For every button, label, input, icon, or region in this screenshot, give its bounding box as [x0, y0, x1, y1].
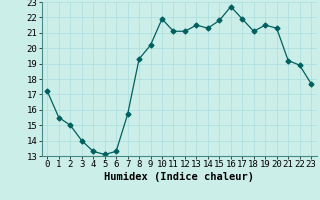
- X-axis label: Humidex (Indice chaleur): Humidex (Indice chaleur): [104, 172, 254, 182]
